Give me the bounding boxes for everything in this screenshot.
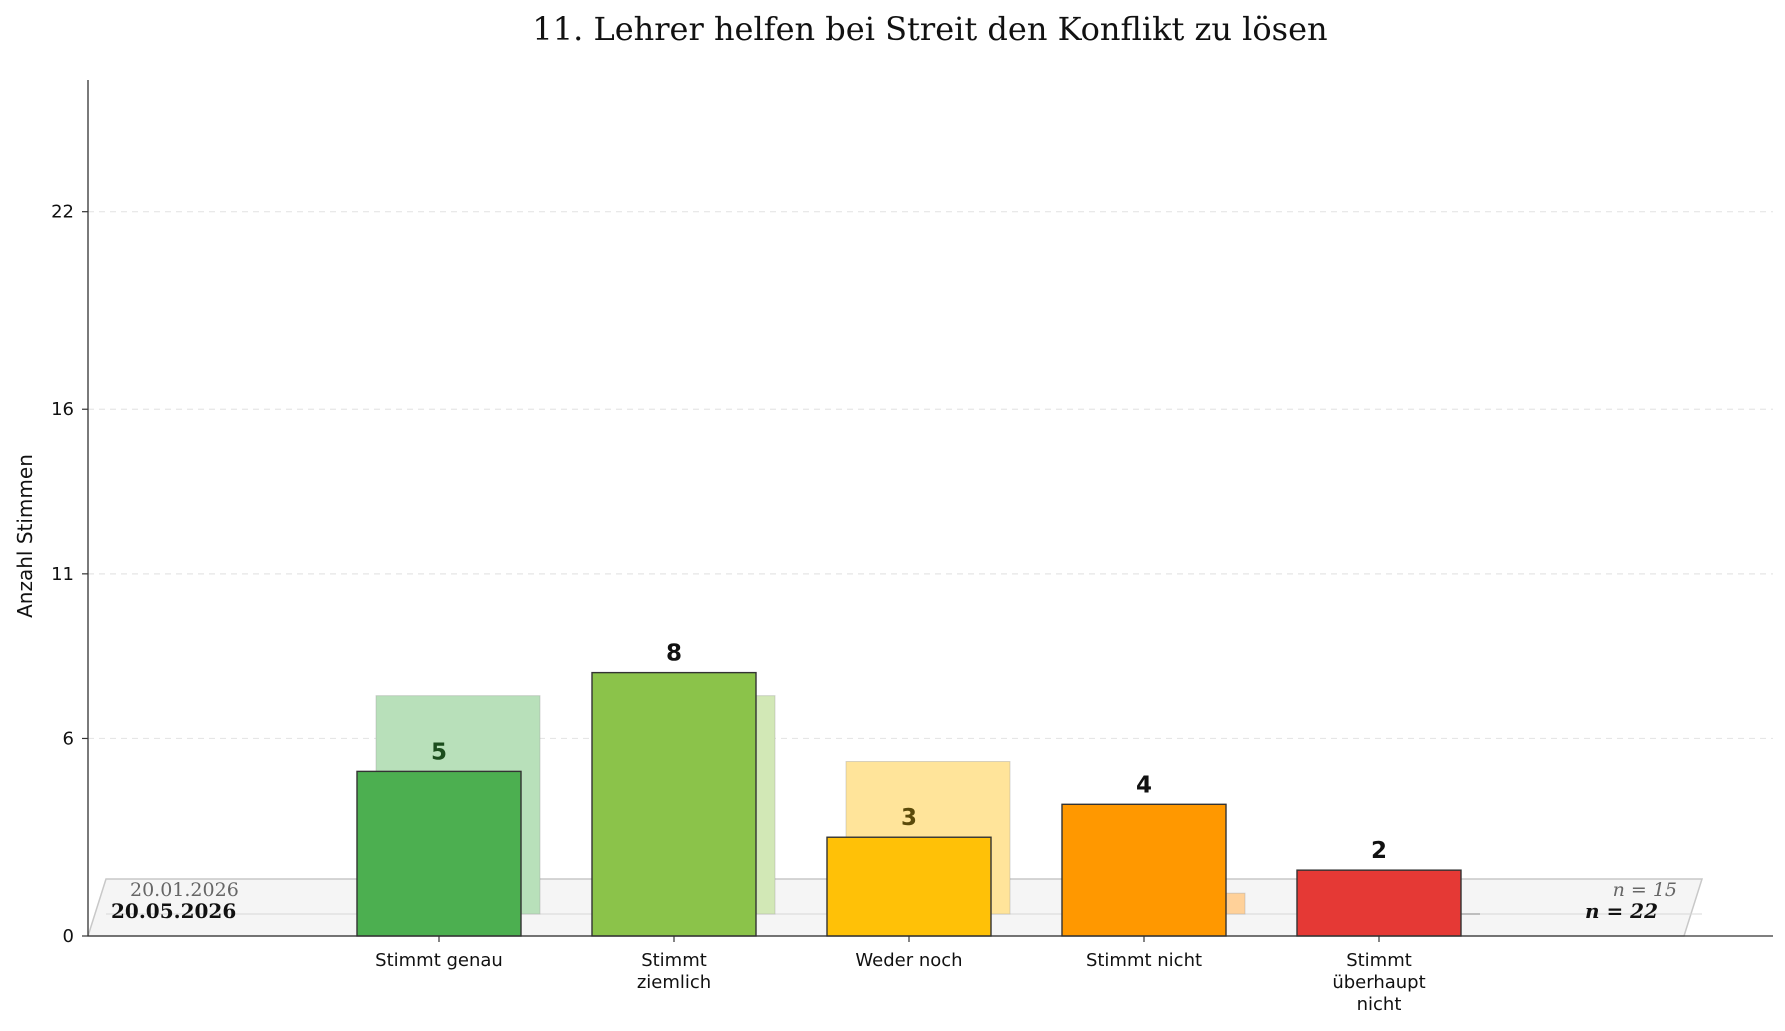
x-tick-label: Stimmt nicht <box>1086 950 1202 971</box>
bar-current <box>356 770 522 937</box>
x-tick-label: Stimmt genau <box>375 950 503 971</box>
bar-value-label: 4 <box>1136 772 1152 798</box>
grid-lines <box>88 211 1773 740</box>
x-tick-label: nicht <box>1357 994 1402 1015</box>
bar-value-label: 2 <box>1371 838 1387 864</box>
value-labels: 5 8 3 4 2 <box>431 641 1387 865</box>
x-tick-label: ziemlich <box>637 972 711 993</box>
x-tick-label: Stimmt <box>1346 950 1412 971</box>
y-tick-label: 0 <box>63 926 74 947</box>
y-tick-label: 16 <box>51 399 74 420</box>
legend-text: 20.01.2026 20.05.2026 n = 15 n = 22 <box>111 879 1677 923</box>
bars-current-series <box>356 671 1462 937</box>
y-ticks: 0 6 11 16 22 <box>51 202 88 947</box>
x-tick-label: Weder noch <box>855 950 962 971</box>
bar-value-label: 5 <box>431 739 447 765</box>
x-tick-label: überhaupt <box>1332 972 1425 993</box>
axes <box>87 80 1773 937</box>
chart-title: 11. Lehrer helfen bei Streit den Konflik… <box>532 10 1327 48</box>
x-tick-label: Stimmt <box>641 950 707 971</box>
y-tick-label: 11 <box>51 564 74 585</box>
legend-current-n: n = 22 <box>1585 899 1658 923</box>
y-tick-label: 22 <box>51 202 74 223</box>
bar-current <box>1061 803 1227 937</box>
bar-current <box>1296 869 1462 937</box>
bar-value-label: 3 <box>901 805 917 831</box>
legend-current-date: 20.05.2026 <box>111 899 236 923</box>
bar-current <box>826 836 992 937</box>
y-axis-label: Anzahl Stimmen <box>13 454 37 618</box>
bar-current <box>591 671 757 937</box>
bar-value-label: 8 <box>666 641 682 667</box>
legend-previous-n: n = 15 <box>1613 879 1677 901</box>
y-tick-label: 6 <box>63 728 74 749</box>
legend-previous-date: 20.01.2026 <box>130 879 239 901</box>
